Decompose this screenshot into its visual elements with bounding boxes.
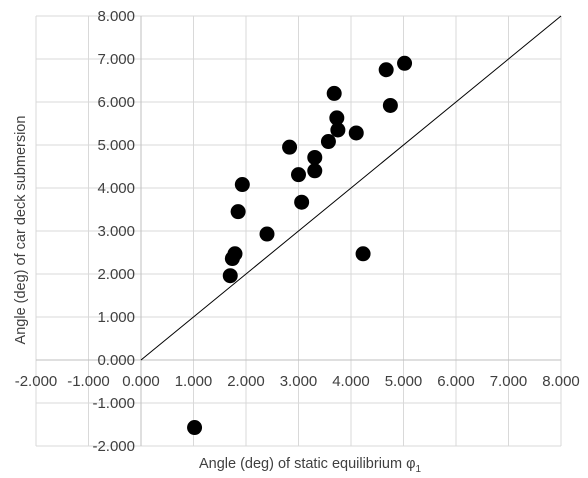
x-tick-label: 7.000	[490, 373, 528, 390]
x-tick-label: 6.000	[437, 373, 475, 390]
y-tick-labels: -2.000 -1.000 0.000 1.000 2.000 3.000 4.000 5.0…	[92, 8, 135, 455]
x-tick-label: 4.000	[332, 373, 370, 390]
x-tick-label: -2.000	[15, 373, 58, 390]
x-axis-title: Angle (deg) of static equilibrium φ1	[199, 456, 422, 475]
data-point	[234, 177, 250, 193]
data-point	[320, 134, 336, 150]
data-point	[222, 268, 238, 284]
y-tick-label: -1.000	[92, 395, 135, 412]
y-tick-label: 3.000	[97, 223, 135, 240]
data-point	[187, 420, 203, 436]
y-tick-label: -2.000	[92, 438, 135, 455]
data-point	[230, 204, 246, 220]
data-point	[348, 125, 364, 141]
data-point	[291, 167, 306, 183]
x-tick-label: -1.000	[67, 373, 110, 390]
x-tick-label: 8.000	[542, 373, 580, 390]
x-axis-title-subscript: 1	[415, 464, 421, 475]
data-point	[397, 55, 413, 71]
axes	[36, 16, 561, 446]
data-point	[307, 149, 323, 165]
y-tick-label: 6.000	[97, 94, 135, 111]
reference-line-group	[140, 15, 562, 361]
data-point	[355, 246, 371, 262]
data-point	[227, 246, 243, 262]
y-tick-label: 7.000	[97, 51, 135, 68]
data-point	[307, 163, 323, 179]
x-tick-label: 5.000	[385, 373, 423, 390]
data-point	[330, 122, 346, 138]
data-point	[378, 62, 394, 78]
data-point	[294, 194, 310, 210]
data-point	[329, 110, 345, 126]
x-tick-label: 1.000	[175, 373, 213, 390]
x-tick-label: 0.000	[122, 373, 160, 390]
y-tick-label: 1.000	[97, 309, 135, 326]
y-tick-label: 2.000	[97, 266, 135, 283]
data-point	[282, 139, 298, 155]
x-tick-label: 2.000	[227, 373, 265, 390]
y-tick-label: 8.000	[97, 8, 135, 25]
data-point	[382, 97, 398, 113]
x-tick-labels: -2.000 -1.000 0.000 1.000 2.000 3.000 4.000 5.0…	[15, 373, 580, 390]
y-tick-label: 0.000	[97, 352, 135, 369]
y-axis-title: Angle (deg) of car deck submersion	[13, 116, 29, 345]
data-point	[259, 226, 275, 242]
data-point	[326, 85, 342, 101]
y-tick-label: 5.000	[97, 137, 135, 154]
y-tick-label: 4.000	[97, 180, 135, 197]
reference-line	[140, 15, 562, 361]
x-tick-label: 3.000	[280, 373, 318, 390]
data-points	[187, 55, 413, 436]
